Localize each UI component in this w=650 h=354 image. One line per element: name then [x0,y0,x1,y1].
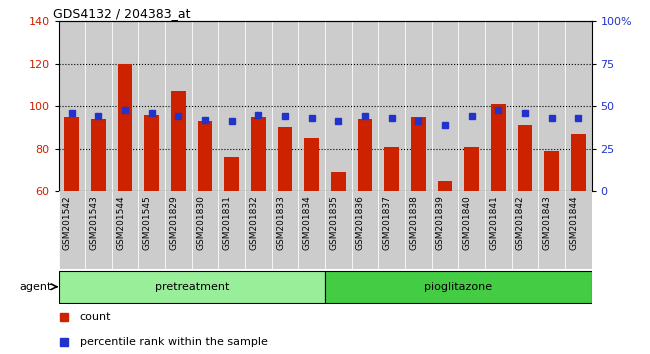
Text: GSM201833: GSM201833 [276,195,285,250]
Bar [171,91,186,191]
Text: GDS4132 / 204383_at: GDS4132 / 204383_at [53,7,190,20]
Bar [512,191,538,269]
Bar [512,21,538,191]
Bar [384,147,399,191]
Bar [245,191,272,269]
Bar [165,191,192,269]
Bar [192,191,218,269]
Bar [331,172,346,191]
Bar [378,21,405,191]
Bar [517,125,532,191]
Bar [298,191,325,269]
Bar [358,119,372,191]
Bar [544,151,559,191]
Bar [224,157,239,191]
Bar [571,134,586,191]
Bar [432,21,458,191]
Text: GSM201838: GSM201838 [410,195,419,250]
Text: pioglitazone: pioglitazone [424,282,492,292]
Bar [538,21,565,191]
Text: GSM201840: GSM201840 [463,195,472,250]
Bar [272,21,298,191]
Text: GSM201842: GSM201842 [516,195,525,250]
Bar [405,21,432,191]
Bar [85,21,112,191]
Bar [458,21,485,191]
Bar [378,191,405,269]
Bar [464,147,479,191]
Bar [64,117,79,191]
Bar [58,21,85,191]
Bar [325,191,352,269]
Text: GSM201542: GSM201542 [63,195,72,250]
Bar [352,21,378,191]
Text: GSM201832: GSM201832 [250,195,259,250]
Text: percentile rank within the sample: percentile rank within the sample [80,337,268,347]
Bar [352,191,378,269]
Text: GSM201843: GSM201843 [543,195,552,250]
Bar [91,119,106,191]
Bar [485,21,512,191]
Bar [112,21,138,191]
Bar [432,191,458,269]
Bar [565,191,592,269]
Text: GSM201844: GSM201844 [569,195,578,250]
Bar [304,138,319,191]
Text: agent: agent [20,282,52,292]
Bar [112,191,138,269]
Text: GSM201829: GSM201829 [170,195,178,250]
Bar [138,21,165,191]
Bar [251,117,266,191]
Text: GSM201834: GSM201834 [303,195,312,250]
Text: GSM201836: GSM201836 [356,195,365,250]
Text: GSM201545: GSM201545 [143,195,152,250]
Bar [278,127,292,191]
Text: pretreatment: pretreatment [155,282,229,292]
Bar [85,191,112,269]
Bar [58,191,85,269]
Bar [198,121,213,191]
Text: GSM201830: GSM201830 [196,195,205,250]
Text: GSM201839: GSM201839 [436,195,445,250]
Bar [218,191,245,269]
Bar [437,181,452,191]
Bar [565,21,592,191]
Text: GSM201841: GSM201841 [489,195,499,250]
Text: GSM201543: GSM201543 [90,195,99,250]
Text: GSM201544: GSM201544 [116,195,125,250]
Bar [325,271,592,303]
Bar [411,117,426,191]
Bar [325,21,352,191]
Bar [458,191,485,269]
Text: GSM201835: GSM201835 [330,195,338,250]
Bar [118,64,133,191]
Bar [144,115,159,191]
Bar [272,191,298,269]
Text: count: count [80,312,111,322]
Bar [298,21,325,191]
Text: GSM201837: GSM201837 [383,195,391,250]
Bar [491,104,506,191]
Bar [538,191,565,269]
Bar [485,191,512,269]
Bar [245,21,272,191]
Bar [192,21,218,191]
Bar [165,21,192,191]
Bar [405,191,432,269]
Text: GSM201831: GSM201831 [223,195,232,250]
Bar [138,191,165,269]
Bar [58,271,325,303]
Bar [218,21,245,191]
